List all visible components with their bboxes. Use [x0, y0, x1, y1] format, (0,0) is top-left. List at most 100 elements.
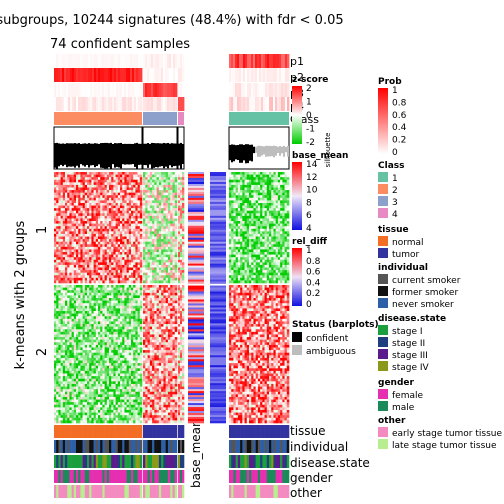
heatmap-cell [122, 192, 125, 196]
heatmap-cell [78, 262, 81, 266]
heatmap-cell [156, 298, 160, 301]
heatmap-cell [95, 202, 99, 206]
heatmap-cell [275, 280, 279, 284]
heatmap-cell [111, 200, 114, 204]
heatmap-cell [262, 221, 265, 224]
heatmap-cell [158, 182, 162, 186]
heatmap-cell [58, 275, 61, 279]
heatmap-cell [147, 305, 151, 309]
heatmap-cell [62, 200, 66, 204]
heatmap-cell [167, 205, 171, 209]
heatmap-cell [120, 239, 123, 242]
heatmap-cell [163, 197, 166, 201]
heatmap-cell [143, 298, 146, 301]
heatmap-cell [275, 231, 279, 235]
heatmap-cell [67, 246, 70, 250]
heatmap-cell [271, 239, 274, 242]
heatmap-cell [133, 182, 136, 186]
heatmap-cell [180, 190, 183, 193]
heatmap-cell [115, 172, 119, 175]
heatmap-cell [251, 179, 254, 183]
prob-cell [235, 68, 238, 82]
heatmap-cell [277, 179, 281, 183]
heatmap-cell [280, 285, 283, 288]
prob-cell [82, 54, 85, 68]
heatmap-cell [233, 208, 236, 212]
heatmap-cell [128, 300, 132, 304]
heatmap-cell [260, 231, 263, 235]
heatmap-cell [233, 213, 236, 217]
heatmap-cell [156, 303, 160, 307]
heatmap-cell [131, 190, 134, 193]
heatmap-cell [145, 270, 148, 273]
heatmap-cell [95, 272, 99, 276]
heatmap-cell [56, 287, 59, 291]
heatmap-cell [58, 257, 61, 261]
heatmap-cell [67, 259, 70, 263]
heatmap-cell [275, 244, 279, 248]
heatmap-cell [137, 246, 141, 250]
heatmap-cell [260, 236, 263, 240]
heatmap-cell [266, 292, 270, 296]
heatmap-cell [67, 218, 70, 222]
prob-cell [235, 83, 238, 97]
heatmap-cell [76, 187, 79, 191]
heatmap-cell [137, 177, 141, 181]
heatmap-cell [113, 213, 116, 217]
heatmap-cell [235, 254, 239, 258]
heatmap-cell [135, 190, 138, 193]
heatmap-cell [71, 218, 75, 222]
heatmap-cell [233, 246, 236, 250]
heatmap-cell [71, 280, 75, 284]
heatmap-cell [67, 264, 70, 268]
heatmap-cell [231, 259, 234, 263]
heatmap-cell [104, 210, 108, 214]
heatmap-cell [286, 182, 290, 186]
heatmap-cell [156, 213, 160, 217]
heatmap-cell [163, 233, 166, 237]
heatmap-cell [58, 285, 61, 288]
heatmap-cell [54, 292, 57, 296]
heatmap-cell [120, 262, 123, 266]
heatmap-cell [78, 277, 81, 281]
heatmap-cell [163, 236, 166, 240]
heatmap-cell [109, 244, 112, 248]
heatmap-cell [102, 213, 105, 217]
heatmap-cell [275, 298, 279, 301]
heatmap-cell [78, 226, 81, 230]
heatmap-cell [65, 172, 68, 175]
heatmap-cell [131, 226, 134, 230]
heatmap-cell [147, 195, 151, 199]
heatmap-cell [172, 184, 176, 188]
heatmap-cell [82, 270, 86, 273]
heatmap-cell [145, 172, 148, 175]
heatmap-cell [174, 298, 178, 301]
heatmap-cell [154, 275, 157, 279]
heatmap-cell [71, 257, 75, 261]
heatmap-cell [231, 241, 234, 245]
heatmap-cell [122, 249, 125, 253]
heatmap-cell [93, 277, 97, 281]
heatmap-cell [182, 252, 185, 255]
heatmap-cell [167, 236, 171, 240]
heatmap-cell [161, 197, 164, 201]
heatmap-cell [106, 259, 110, 263]
heatmap-cell [80, 290, 83, 294]
prob-cell [243, 68, 246, 82]
heatmap-cell [89, 298, 92, 301]
heatmap-cell [104, 187, 108, 191]
heatmap-cell [149, 184, 153, 188]
heatmap-cell [260, 298, 263, 301]
heatmap-cell [253, 300, 256, 304]
heatmap-cell [266, 200, 270, 204]
heatmap-cell [182, 202, 185, 206]
heatmap-cell [255, 308, 259, 312]
heatmap-cell [174, 233, 178, 237]
heatmap-cell [167, 272, 171, 276]
heatmap-cell [280, 200, 283, 204]
silhouette-bar [120, 142, 122, 169]
heatmap-cell [82, 277, 86, 281]
heatmap-cell [264, 228, 268, 232]
heatmap-cell [67, 179, 70, 183]
heatmap-cell [229, 177, 232, 181]
